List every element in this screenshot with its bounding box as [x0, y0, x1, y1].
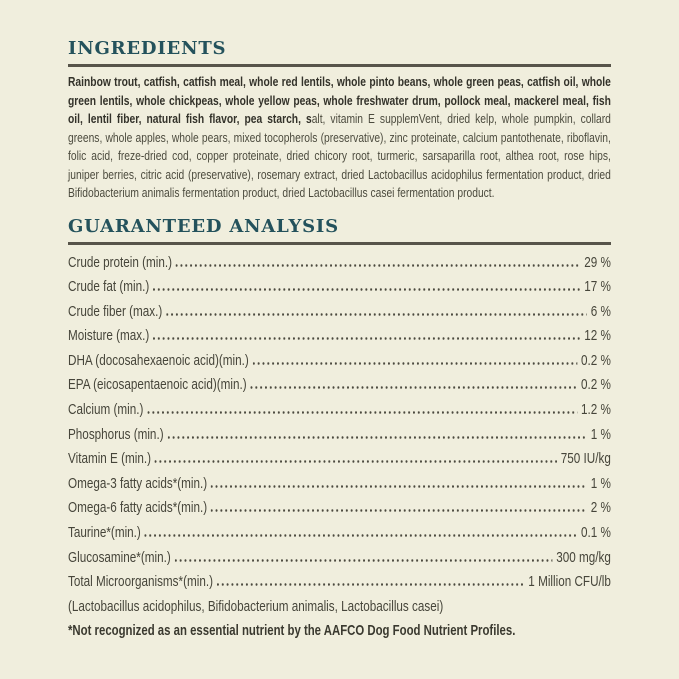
- dot-leader: [211, 484, 587, 488]
- analysis-row-label: EPA (eicosapentaenoic acid)(min.): [68, 376, 247, 394]
- analysis-row-value: 29 %: [584, 253, 611, 271]
- dot-leader: [144, 534, 578, 538]
- analysis-row-value: 300 mg/kg: [556, 548, 611, 566]
- ingredients-section: INGREDIENTS Rainbow trout, catfish, catf…: [68, 38, 611, 203]
- dot-leader: [154, 460, 557, 464]
- dot-leader: [175, 263, 581, 267]
- analysis-row-value: 2 %: [590, 499, 611, 517]
- analysis-row-label: Taurine*(min.): [68, 524, 141, 542]
- ingredients-heading-rule: [68, 64, 611, 67]
- analysis-row-value: 0.2 %: [580, 351, 611, 369]
- analysis-row: Vitamin E (min.) 750 IU/kg: [68, 447, 611, 472]
- analysis-row-label: Crude fiber (max.): [68, 302, 163, 320]
- dot-leader: [153, 288, 581, 292]
- analysis-row: Crude fat (min.) 17 %: [68, 275, 611, 300]
- analysis-row: Crude protein (min.) 29 %: [68, 251, 611, 276]
- analysis-row-value: 6 %: [590, 302, 611, 320]
- analysis-row-value: 1 Million CFU/lb: [528, 573, 611, 591]
- analysis-row-value: 0.1 %: [580, 524, 611, 542]
- dot-leader: [153, 337, 581, 341]
- analysis-row: DHA (docosahexaenoic acid)(min.) 0.2 %: [68, 349, 611, 374]
- analysis-row-label: Phosphorus (min.): [68, 425, 164, 443]
- analysis-row: Crude fiber (max.) 6 %: [68, 300, 611, 325]
- dot-leader: [147, 411, 578, 415]
- dot-leader: [174, 558, 553, 562]
- analysis-row: Moisture (max.) 12 %: [68, 324, 611, 349]
- ingredients-primary-text: Rainbow trout, catfish, catfish meal, wh…: [68, 74, 611, 126]
- analysis-row-label: Omega-3 fatty acids*(min.): [68, 474, 208, 492]
- analysis-row-label: Glucosamine*(min.): [68, 548, 171, 566]
- analysis-row-label: Crude fat (min.): [68, 278, 150, 296]
- microorganisms-detail: (Lactobacillus acidophilus, Bifidobacter…: [68, 597, 444, 615]
- analysis-row-label: Vitamin E (min.): [68, 450, 152, 468]
- analysis-row-label: Crude protein (min.): [68, 253, 173, 271]
- ingredients-secondary-text: alt, vitamin E supplemVent, dried kelp, …: [68, 111, 611, 200]
- analysis-row-value: 12 %: [584, 327, 611, 345]
- analysis-row-value: 1 %: [590, 425, 611, 443]
- analysis-row-label: Total Microorganisms*(min.): [68, 573, 213, 591]
- guaranteed-analysis-heading-rule: [68, 241, 611, 245]
- analysis-row: Omega-3 fatty acids*(min.) 1 %: [68, 472, 611, 497]
- analysis-row: Taurine*(min.) 0.1 %: [68, 521, 611, 546]
- aafco-footnote: *Not recognized as an essential nutrient…: [68, 623, 516, 640]
- analysis-row-label: Omega-6 fatty acids*(min.): [68, 499, 208, 517]
- analysis-row: Omega-6 fatty acids*(min.) 2 %: [68, 496, 611, 521]
- analysis-row: EPA (eicosapentaenoic acid)(min.) 0.2 %: [68, 373, 611, 398]
- analysis-row-value: 1.2 %: [580, 401, 611, 419]
- dot-leader: [252, 361, 578, 365]
- guaranteed-analysis-section: GUARANTEED ANALYSIS Crude protein (min.)…: [68, 216, 611, 645]
- analysis-row-label: Calcium (min.): [68, 401, 144, 419]
- dot-leader: [211, 509, 587, 513]
- ingredients-heading: INGREDIENTS: [68, 38, 227, 59]
- analysis-row-value: 0.2 %: [580, 376, 611, 394]
- analysis-row-label: Moisture (max.): [68, 327, 150, 345]
- dot-leader: [166, 312, 587, 316]
- dot-leader: [216, 583, 525, 587]
- analysis-row: Total Microorganisms*(min.) 1 Million CF…: [68, 570, 611, 595]
- analysis-row-value: 17 %: [584, 278, 611, 296]
- analysis-row-value: 1 %: [590, 474, 611, 492]
- analysis-row-label: DHA (docosahexaenoic acid)(min.): [68, 351, 249, 369]
- guaranteed-analysis-heading: GUARANTEED ANALYSIS: [68, 215, 339, 237]
- dot-leader: [167, 435, 587, 439]
- analysis-row: Calcium (min.) 1.2 %: [68, 398, 611, 423]
- dot-leader: [250, 386, 578, 390]
- guaranteed-analysis-table: Crude protein (min.) 29 % Crude fat (min…: [68, 251, 611, 645]
- ingredients-paragraph: Rainbow trout, catfish, catfish meal, wh…: [68, 73, 611, 203]
- analysis-row-value: 750 IU/kg: [560, 450, 611, 468]
- analysis-row: Phosphorus (min.) 1 %: [68, 423, 611, 448]
- analysis-row: Glucosamine*(min.) 300 mg/kg: [68, 546, 611, 571]
